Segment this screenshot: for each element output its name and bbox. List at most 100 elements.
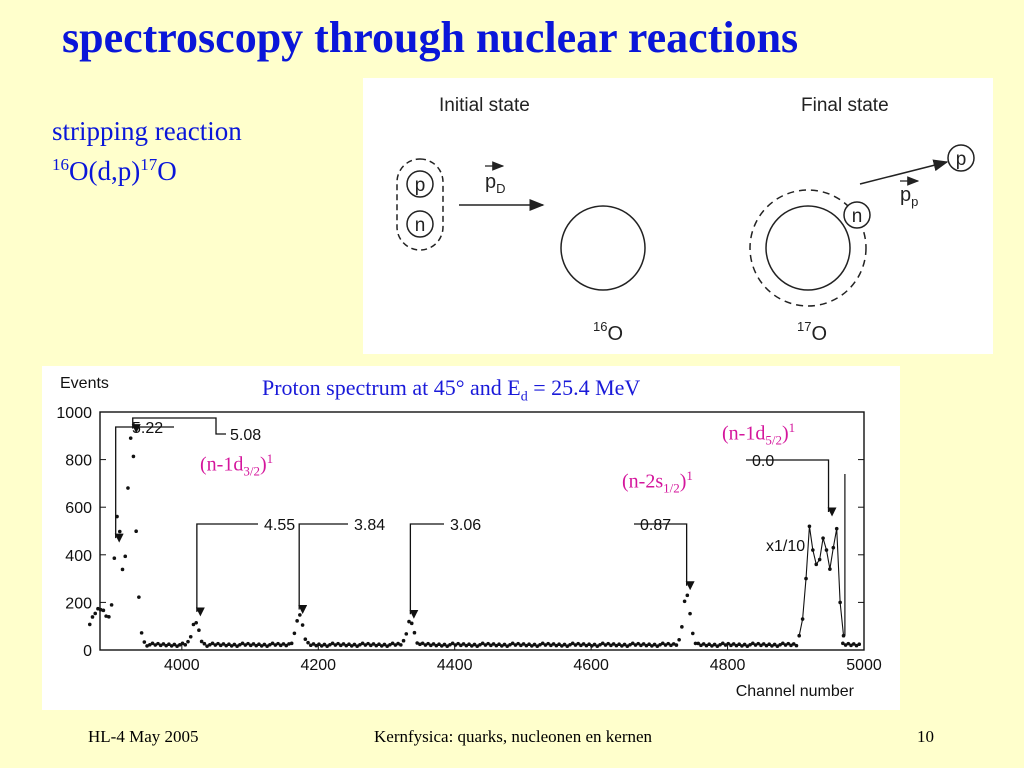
- data-point: [497, 642, 501, 646]
- y-tick-label: 1000: [56, 405, 92, 422]
- data-point: [328, 642, 332, 647]
- data-point: [156, 641, 160, 646]
- data-point: [464, 643, 469, 648]
- data-point: [344, 643, 349, 648]
- data-point: [240, 641, 245, 646]
- data-point: [590, 644, 594, 648]
- data-point: [669, 643, 673, 648]
- data-point: [377, 642, 381, 646]
- outgoing-proton-label: p: [956, 149, 967, 170]
- peak-label: 5.08: [230, 427, 261, 444]
- data-point: [770, 644, 774, 648]
- data-point: [216, 641, 220, 646]
- data-point: [579, 643, 583, 648]
- data-point: [360, 641, 365, 646]
- data-point: [303, 637, 308, 642]
- data-point: [565, 644, 570, 648]
- data-point: [778, 642, 782, 647]
- data-point: [502, 642, 507, 647]
- data-point: [374, 643, 379, 648]
- data-point: [540, 641, 545, 646]
- data-point: [625, 644, 630, 648]
- data-point: [112, 556, 117, 561]
- peak-label: 3.84: [354, 517, 385, 534]
- data-point: [680, 625, 684, 629]
- data-point: [723, 643, 728, 647]
- data-point: [461, 642, 466, 646]
- data-point: [549, 643, 553, 648]
- data-point: [139, 631, 144, 635]
- data-point: [401, 638, 406, 643]
- data-point: [459, 643, 463, 648]
- data-point: [434, 643, 439, 648]
- data-point: [759, 643, 763, 648]
- y-tick-label: 600: [65, 500, 92, 517]
- data-point: [439, 644, 444, 648]
- neutron-label: n: [415, 215, 426, 236]
- captured-neutron-label: n: [852, 206, 863, 227]
- data-point: [229, 644, 234, 648]
- data-point: [701, 642, 706, 646]
- data-point: [521, 642, 526, 646]
- target-nucleus-label: 16O: [593, 319, 623, 345]
- data-point: [761, 642, 766, 646]
- data-point: [494, 643, 499, 648]
- data-point: [366, 641, 370, 646]
- peak-arrow: [298, 523, 348, 615]
- data-point: [208, 642, 212, 647]
- reaction-body: O(d,p): [69, 156, 141, 186]
- data-point: [448, 642, 452, 647]
- data-point: [652, 642, 657, 647]
- peak-label: 5.22: [132, 420, 163, 437]
- reaction-diagram-svg: Initial state Final state p n pD 16O n 1…: [396, 95, 975, 345]
- x-tick-label: 4400: [437, 657, 473, 674]
- data-point: [169, 644, 174, 648]
- data-point: [336, 641, 340, 646]
- data-point: [636, 641, 641, 646]
- data-point: [543, 643, 548, 647]
- data-point: [284, 643, 289, 648]
- data-point: [178, 642, 182, 647]
- data-point: [630, 641, 635, 646]
- x-axis-label: Channel number: [736, 683, 855, 700]
- data-point: [573, 643, 578, 647]
- data-point: [726, 641, 731, 646]
- data-point: [622, 642, 627, 647]
- data-point: [164, 643, 168, 648]
- data-point: [98, 607, 103, 612]
- data-point: [841, 641, 845, 646]
- data-point: [186, 639, 190, 644]
- data-point: [227, 642, 231, 646]
- footer-date: HL-4 May 2005: [88, 727, 199, 746]
- neutron-circle: [406, 210, 434, 238]
- data-point: [281, 642, 286, 646]
- data-point: [363, 643, 368, 647]
- outgoing-proton-circle: [947, 144, 975, 172]
- data-point: [442, 642, 447, 647]
- data-point: [101, 608, 106, 613]
- data-point: [317, 642, 321, 646]
- data-point: [846, 641, 851, 646]
- data-point: [450, 641, 455, 646]
- data-point: [710, 644, 714, 648]
- data-point: [647, 642, 651, 646]
- data-point: [90, 615, 95, 619]
- data-point: [704, 643, 709, 648]
- outgoing-proton-arrow: [859, 159, 949, 185]
- data-point: [123, 554, 128, 559]
- data-point: [467, 642, 471, 646]
- data-point: [445, 644, 450, 648]
- data-point: [655, 644, 660, 648]
- data-point: [529, 644, 534, 648]
- data-point: [409, 621, 414, 626]
- data-point: [426, 641, 430, 646]
- data-point: [584, 643, 589, 648]
- data-point: [418, 642, 422, 647]
- data-point: [142, 640, 147, 644]
- data-point: [557, 642, 561, 646]
- data-point: [499, 644, 504, 648]
- data-point: [232, 642, 237, 647]
- data-point: [786, 641, 791, 646]
- data-point: [715, 644, 720, 648]
- data-point: [685, 593, 690, 598]
